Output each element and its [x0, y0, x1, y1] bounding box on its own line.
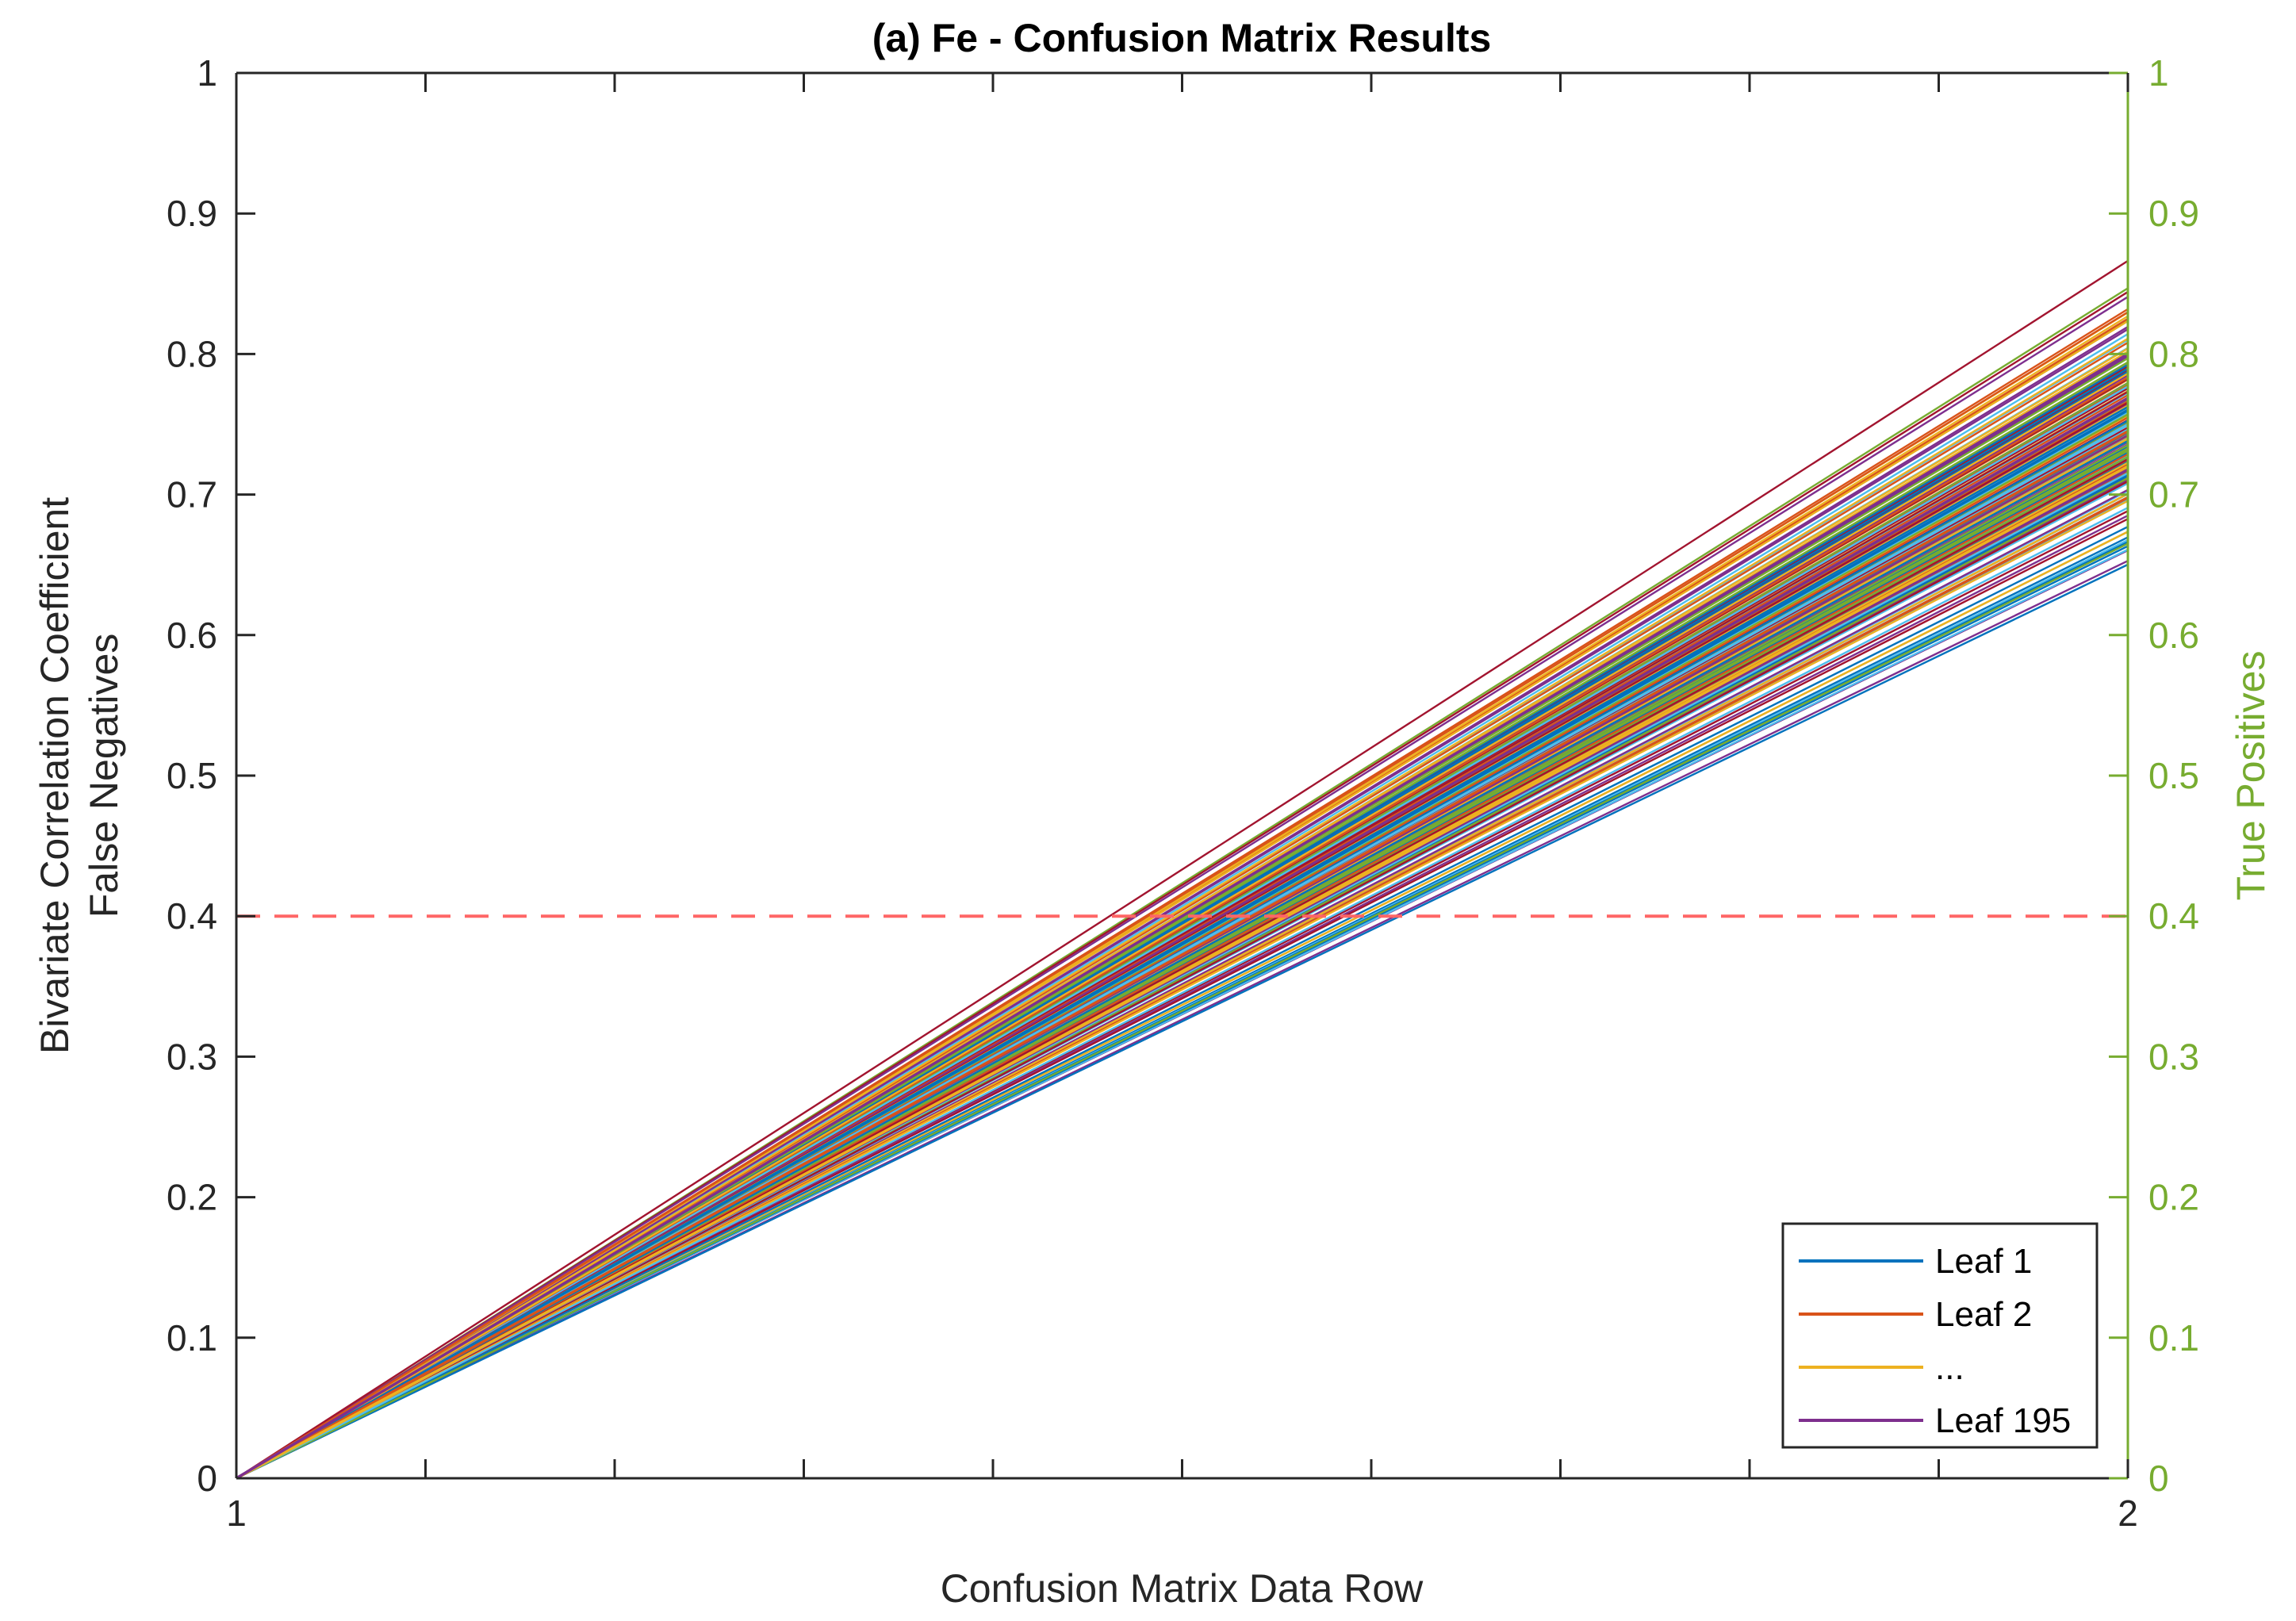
series-line: [236, 337, 2129, 1480]
y-tick-label-right: 0.2: [2148, 1177, 2199, 1218]
series-line: [236, 526, 2129, 1480]
y-tick-label-left: 0.3: [167, 1036, 217, 1077]
y-tick-label-right: 0.5: [2148, 755, 2199, 796]
data-series-group: [236, 259, 2129, 1480]
legend-label: ...: [1935, 1348, 1964, 1387]
y-tick-label-left: 0: [197, 1458, 217, 1499]
y-tick-label-left: 0.4: [167, 895, 217, 937]
y-tick-label-left: 1: [197, 52, 217, 94]
y-tick-label-right: 0.8: [2148, 333, 2199, 374]
y-axis-title-right: True Positives: [2229, 651, 2273, 901]
series-line: [236, 296, 2129, 1480]
legend-label: Leaf 1: [1935, 1242, 2032, 1281]
series-line: [236, 507, 2129, 1480]
legend-label: Leaf 2: [1935, 1295, 2032, 1334]
y-tick-label-right: 0: [2148, 1458, 2169, 1499]
y-tick-label-right: 0.1: [2148, 1317, 2199, 1358]
y-axis-title-left-line2: False Negatives: [82, 634, 126, 918]
y-tick-label-right: 0.7: [2148, 474, 2199, 515]
y-tick-label-right: 0.3: [2148, 1036, 2199, 1077]
y-tick-label-left: 0.1: [167, 1317, 217, 1358]
y-tick-label-left: 0.2: [167, 1177, 217, 1218]
series-line: [236, 311, 2129, 1480]
y-tick-label-right: 0.4: [2148, 895, 2199, 937]
tick-group: 00.10.20.30.40.50.60.70.80.9100.10.20.30…: [167, 52, 2199, 1534]
y-tick-label-right: 0.9: [2148, 193, 2199, 234]
series-line-highlight: [236, 352, 2129, 1480]
series-line: [236, 563, 2129, 1480]
series-line: [236, 372, 2129, 1480]
y-tick-label-right: 0.6: [2148, 615, 2199, 656]
y-tick-label-left: 0.5: [167, 755, 217, 796]
y-axis-title-left-line1: Bivariate Correlation Coefficient: [33, 497, 77, 1054]
y-tick-label-left: 0.6: [167, 615, 217, 656]
series-line-highlight: [236, 430, 2129, 1480]
series-line: [236, 385, 2129, 1480]
legend: Leaf 1 Leaf 2... Leaf 195: [1781, 1222, 2099, 1449]
y-tick-label-left: 0.7: [167, 474, 217, 515]
series-line: [236, 439, 2129, 1480]
x-axis-title: Confusion Matrix Data Row: [941, 1566, 1424, 1611]
x-tick-label: 2: [2118, 1493, 2138, 1534]
series-line: [236, 259, 2129, 1480]
y-tick-label-left: 0.8: [167, 333, 217, 374]
series-line-highlight: [236, 408, 2129, 1480]
series-line: [236, 542, 2129, 1480]
series-line: [236, 481, 2129, 1480]
x-tick-label: 1: [226, 1493, 247, 1534]
series-line: [236, 500, 2129, 1480]
legend-label: Leaf 195: [1935, 1401, 2071, 1440]
series-line: [236, 326, 2129, 1480]
chart-title: (a) Fe - Confusion Matrix Results: [872, 16, 1492, 60]
series-line-highlight: [236, 465, 2129, 1480]
series-line: [236, 518, 2129, 1480]
y-tick-label-right: 1: [2148, 52, 2169, 94]
y-tick-label-left: 0.9: [167, 193, 217, 234]
